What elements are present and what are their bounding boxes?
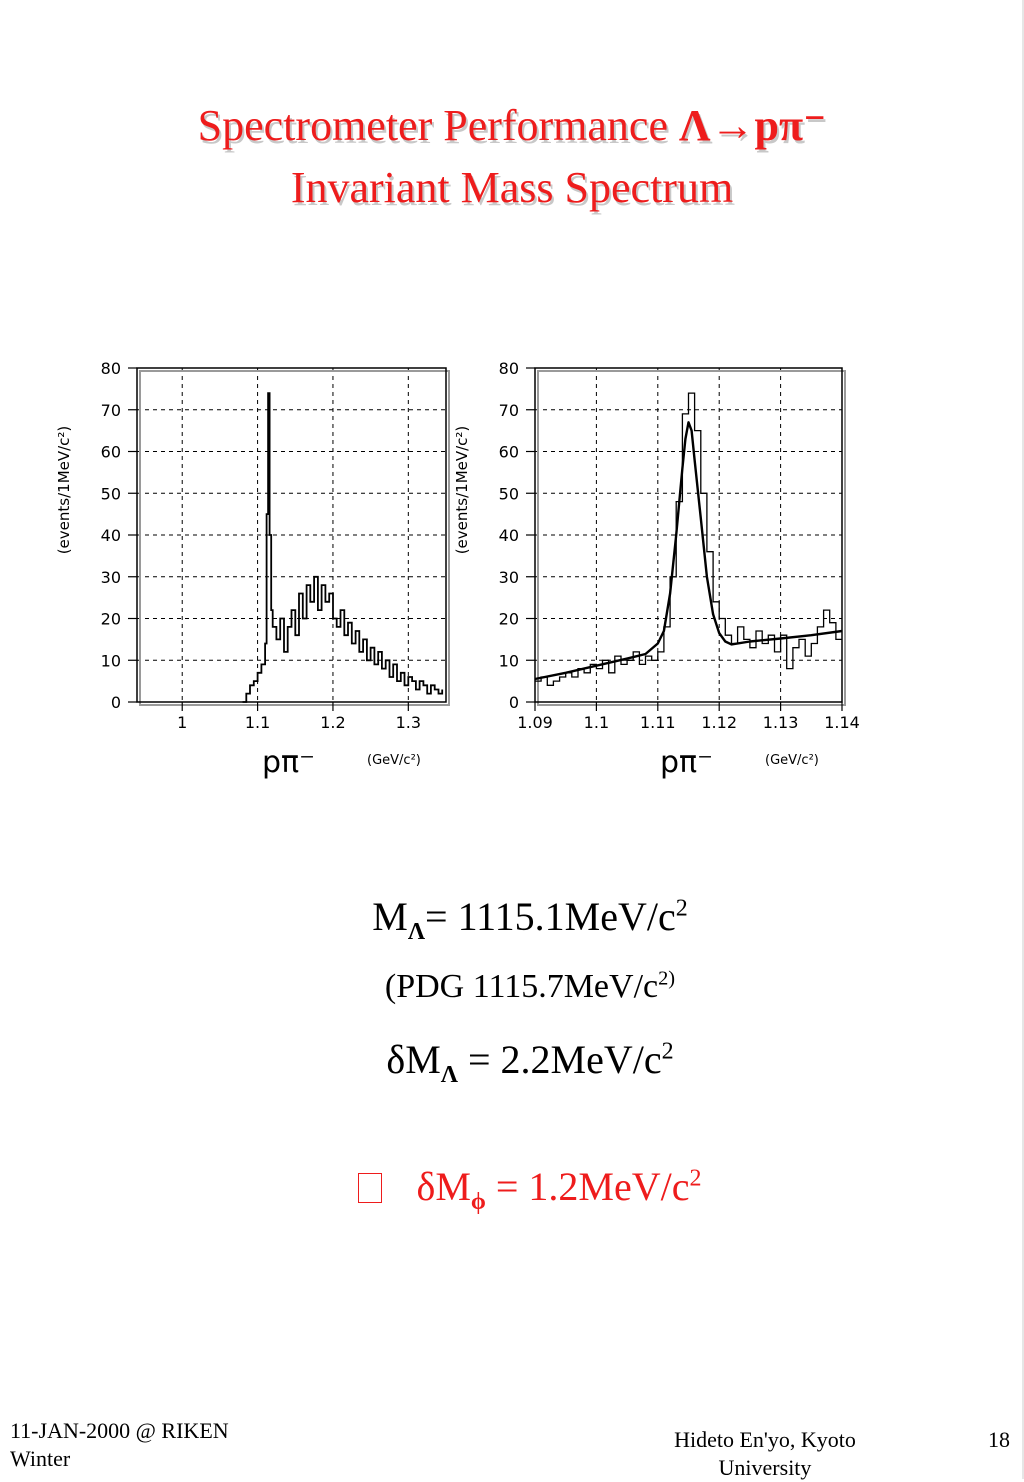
x-axis-label: pπ⁻ [660,745,713,780]
page-number: 18 [988,1427,1010,1452]
pdg-reference-line: (PDG 1115.7MeV/c2) [0,968,1024,1006]
mass-value: = 1115.1MeV/c [425,894,676,939]
histogram-series [242,392,444,703]
y-tick-label: 10 [101,651,121,670]
resolution-superscript: 2 [661,1038,674,1065]
lambda-mass-line: MΛ= 1115.1MeV/c2 [0,893,1024,944]
y-tick-label: 40 [499,526,519,545]
histogram-right: 1.09 1.1 1.11 1.12 1.13 1.14 0 10 20 30 40 50 60 70 80… [453,359,860,780]
slide-title-line-1: Spectrometer Performance Λ→pπ⁻ [0,100,1024,152]
mass-superscript: 2 [675,895,688,922]
y-tick-label: 20 [101,610,121,629]
y-tick-label: 50 [499,484,519,503]
frame-shadow [537,370,846,706]
phi-superscript: 2 [689,1165,702,1192]
mass-symbol: M [372,894,408,939]
phi-subscript: ϕ [470,1189,486,1215]
title-text: Spectrometer Performance [197,101,679,150]
x-tick-label: 1.3 [396,713,421,732]
x-tick-label: 1.13 [763,713,799,732]
y-tick-label: 60 [499,443,519,462]
y-tick-label: 0 [509,693,519,712]
phi-value: = 1.2MeV/c [485,1164,690,1209]
x-tick-label: 1.1 [245,713,270,732]
y-tick-label: 50 [101,484,121,503]
x-tick-label: 1.2 [320,713,345,732]
slide-title-line-2: Invariant Mass Spectrum [290,163,734,212]
x-tick-label: 1.14 [824,713,860,732]
y-tick-label: 10 [499,651,519,670]
y-tick-label: 70 [499,401,519,420]
x-tick-label: 1.1 [584,713,609,732]
y-tick-label: 40 [101,526,121,545]
title-formula: Λ→pπ⁻ [679,101,827,150]
phi-symbol: δM [416,1164,471,1209]
footer-author: Hideto En'yo, Kyoto University [674,1427,856,1480]
x-tick-label: 1.11 [640,713,676,732]
x-axis-unit: (GeV/c²) [367,753,421,768]
fit-curve [534,421,843,681]
y-axis-label: (events/1MeV/c²) [55,426,73,555]
y-tick-label: 70 [101,401,121,420]
x-tick-label: 1.09 [517,713,553,732]
x-tick-label: 1 [177,713,187,732]
histogram-figure: 1 1.1 1.2 1.3 0 10 20 30 40 50 60 70 80 (events/1MeV/… [55,359,860,780]
mass-subscript: Λ [407,919,426,945]
resolution-subscript: Λ [440,1062,458,1088]
histogram-series [535,392,842,686]
footer-date: 11-JAN-2000 @ RIKEN Winter [10,1418,229,1471]
slide-right-edge [1022,0,1024,1479]
y-axis-label: (events/1MeV/c²) [453,426,471,555]
phi-resolution-line: δMϕ = 1.2MeV/c2 [0,1163,1024,1214]
y-tick-label: 80 [101,359,121,378]
y-tick-label: 30 [499,568,519,587]
pdg-text: (PDG 1115.7MeV/c [384,968,659,1005]
x-tick-label: 1.12 [701,713,737,732]
resolution-symbol: δM [386,1037,441,1082]
frame-shadow [139,370,450,706]
x-axis-unit: (GeV/c²) [765,753,819,768]
lambda-resolution-line: δMΛ = 2.2MeV/c2 [0,1036,1024,1087]
y-tick-label: 80 [499,359,519,378]
x-axis-label: pπ⁻ [262,745,315,780]
y-tick-label: 20 [499,610,519,629]
histogram-left: 1 1.1 1.2 1.3 0 10 20 30 40 50 60 70 80 (events/1MeV/… [55,359,450,780]
y-tick-label: 0 [111,693,121,712]
y-tick-label: 30 [101,568,121,587]
bullet-box-icon [358,1173,383,1203]
pdg-superscript: 2) [658,967,676,990]
y-tick-label: 60 [101,443,121,462]
resolution-value: = 2.2MeV/c [457,1037,662,1082]
